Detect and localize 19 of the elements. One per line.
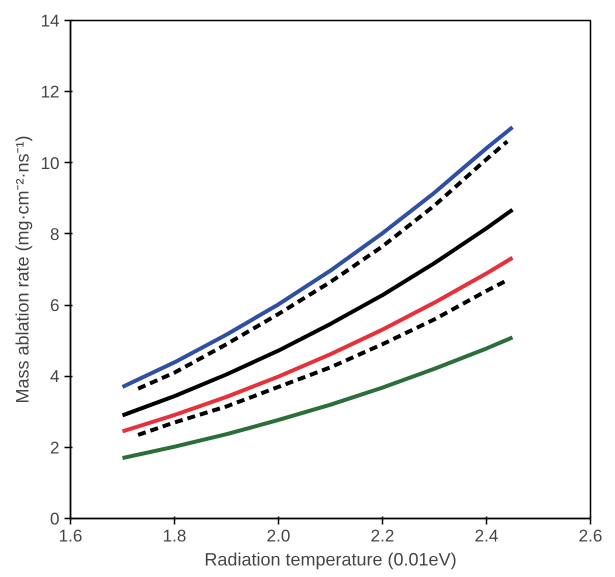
line-series — [120, 256, 514, 434]
x-tick-label: 1.8 — [162, 526, 186, 546]
line-series — [120, 335, 514, 460]
line-series — [120, 208, 514, 418]
y-tick-label: 2 — [50, 438, 60, 458]
x-tick-label: 2.2 — [370, 526, 394, 546]
x-tick-label: 1.6 — [58, 526, 82, 546]
y-axis-title: Mass ablation rate (mg·cm⁻²·ns⁻¹) — [12, 135, 33, 404]
y-tick-label: 0 — [50, 510, 60, 528]
y-tick-label: 12 — [40, 82, 60, 102]
x-tick-label: 2.6 — [578, 526, 602, 546]
y-tick-label: 14 — [40, 12, 60, 30]
x-axis-title: Radiation temperature (0.01eV) — [204, 550, 457, 570]
x-tick-label: 2.0 — [266, 526, 290, 546]
y-tick-label: 8 — [50, 224, 60, 244]
x-tick-label: 2.4 — [474, 526, 498, 546]
y-tick-label: 6 — [50, 296, 60, 316]
y-tick-label: 10 — [40, 154, 60, 173]
y-tick-label: 4 — [50, 367, 60, 386]
